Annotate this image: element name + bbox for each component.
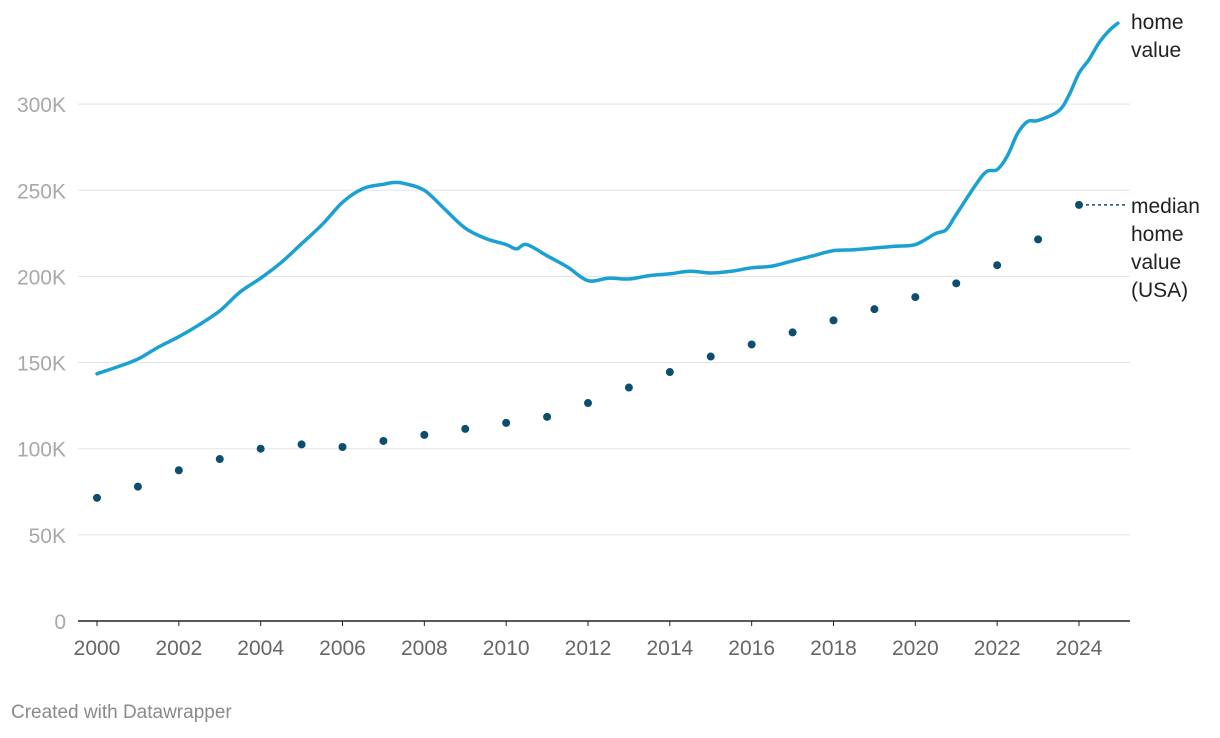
y-tick-label: 300K — [17, 94, 66, 117]
data-point-median — [1034, 235, 1043, 244]
y-tick-label: 50K — [29, 525, 66, 548]
x-tick-label: 2014 — [646, 637, 693, 660]
series-label-home-value: value — [1131, 39, 1181, 62]
data-point-median — [952, 279, 961, 288]
series-label-median: home — [1131, 223, 1184, 246]
x-tick-label: 2010 — [483, 637, 530, 660]
data-point-median — [297, 440, 306, 449]
y-tick-label: 200K — [17, 266, 66, 289]
x-tick-label: 2004 — [237, 637, 284, 660]
x-tick-label: 2008 — [401, 637, 448, 660]
y-axis: 0 50K 100K 150K 200K 250K 300K — [17, 94, 66, 634]
x-tick-label: 2006 — [319, 637, 366, 660]
data-point-median — [256, 444, 265, 453]
data-point-median — [584, 399, 592, 408]
x-tick-label: 2024 — [1056, 637, 1103, 660]
x-tick-label: 2020 — [892, 637, 939, 660]
series-label-median: (USA) — [1131, 279, 1188, 302]
x-tick-label: 2002 — [155, 637, 202, 660]
data-point-median — [665, 368, 674, 377]
data-point-median — [133, 482, 142, 491]
data-point-median — [461, 424, 470, 433]
data-point-median — [870, 305, 879, 314]
data-point-median — [706, 352, 715, 361]
data-point-median — [338, 442, 347, 451]
series-label-median: value — [1131, 251, 1181, 274]
gridlines — [78, 103, 1130, 536]
data-point-median — [829, 316, 838, 325]
x-axis: 2000 2002 2004 2006 2008 2010 2012 2014 2016 2018… — [74, 620, 1130, 660]
y-tick-label: 100K — [17, 439, 66, 462]
y-tick-label: 250K — [17, 180, 66, 203]
credit-footer: Created with Datawrapper — [11, 702, 232, 723]
y-tick-label: 0 — [54, 611, 66, 634]
series-labels: home value median home value (USA) — [1086, 11, 1200, 302]
x-tick-label: 2016 — [728, 637, 775, 660]
data-point-median — [1075, 200, 1083, 209]
x-tick-label: 2018 — [810, 637, 857, 660]
data-point-median — [993, 261, 1002, 270]
series-label-median: median — [1131, 195, 1200, 218]
data-point-median — [379, 436, 388, 445]
y-tick-label: 150K — [17, 353, 66, 376]
data-point-median — [174, 466, 183, 475]
data-point-median — [93, 493, 101, 502]
data-point-median — [502, 418, 511, 427]
x-tick-label: 2022 — [974, 637, 1021, 660]
data-point-median — [420, 430, 429, 439]
data-point-median — [624, 383, 633, 392]
data-point-median — [215, 455, 224, 464]
data-point-median — [788, 328, 797, 337]
x-tick-label: 2012 — [565, 637, 612, 660]
data-point-median — [911, 293, 920, 302]
data-point-median — [543, 412, 552, 421]
series-group — [93, 21, 1120, 502]
data-point-median — [747, 340, 756, 349]
series-label-home-value: home — [1131, 11, 1184, 34]
x-tick-label: 2000 — [74, 637, 121, 660]
series-line-home-value — [95, 21, 1120, 376]
